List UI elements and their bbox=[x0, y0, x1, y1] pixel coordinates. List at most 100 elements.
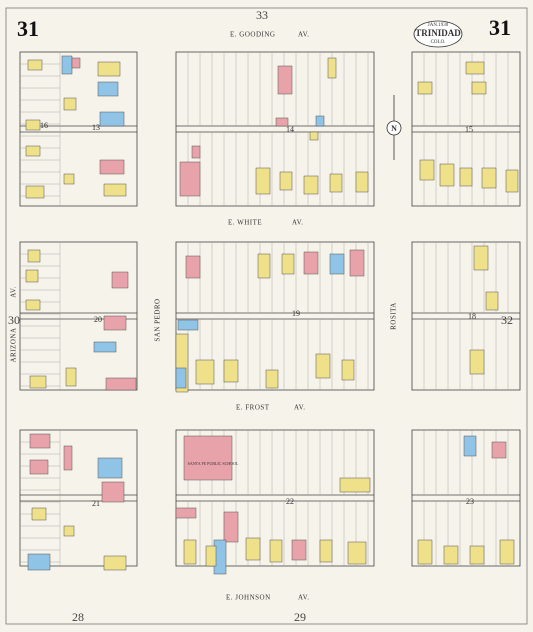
building bbox=[481, 167, 497, 189]
building bbox=[485, 291, 499, 311]
building bbox=[315, 353, 331, 379]
block-outline bbox=[175, 51, 375, 207]
street-name: AV. bbox=[292, 219, 304, 227]
block-outline bbox=[19, 429, 138, 567]
street-name: E. WHITE bbox=[228, 219, 262, 227]
compass: N bbox=[386, 95, 402, 160]
block-outline bbox=[175, 241, 375, 391]
building bbox=[183, 539, 197, 565]
building bbox=[103, 315, 127, 331]
building bbox=[195, 359, 215, 385]
compass-label: N bbox=[391, 124, 397, 133]
block-number: 21 bbox=[92, 499, 100, 508]
building bbox=[71, 57, 81, 69]
adjacent-sheet: 32 bbox=[501, 313, 513, 327]
building bbox=[417, 539, 433, 565]
building bbox=[319, 539, 333, 563]
building bbox=[255, 167, 271, 195]
adjacent-sheet: 28 bbox=[72, 610, 84, 624]
building bbox=[101, 481, 125, 503]
building bbox=[25, 145, 41, 157]
building bbox=[105, 377, 137, 391]
building bbox=[205, 545, 217, 567]
buildings bbox=[25, 55, 519, 575]
building bbox=[179, 161, 201, 197]
building bbox=[63, 173, 75, 185]
sheet-border bbox=[5, 7, 528, 625]
block-number: 15 bbox=[465, 125, 473, 134]
street-name: ARIZONA bbox=[10, 328, 18, 363]
title-cartouche bbox=[413, 20, 463, 48]
building bbox=[27, 249, 41, 263]
building bbox=[63, 97, 77, 111]
adjacent-sheet: 33 bbox=[256, 8, 268, 22]
building bbox=[29, 459, 49, 475]
block-number: 19 bbox=[292, 309, 300, 318]
building bbox=[349, 249, 365, 277]
city: TRINIDAD bbox=[415, 28, 461, 38]
adjacent-sheet: 29 bbox=[294, 610, 306, 624]
building bbox=[465, 61, 485, 75]
building bbox=[269, 539, 283, 563]
state: COLO. bbox=[431, 40, 446, 45]
block-number: 20 bbox=[94, 315, 102, 324]
block-outline bbox=[175, 429, 375, 567]
building bbox=[63, 525, 75, 537]
building bbox=[97, 457, 123, 479]
building bbox=[473, 245, 489, 271]
building bbox=[469, 545, 485, 565]
building bbox=[111, 271, 129, 289]
building bbox=[191, 145, 201, 159]
building bbox=[491, 441, 507, 459]
building bbox=[279, 171, 293, 191]
building bbox=[29, 433, 51, 449]
block-outline bbox=[411, 429, 521, 567]
block-number: 13 bbox=[92, 123, 100, 132]
building bbox=[245, 537, 261, 561]
building bbox=[277, 65, 293, 95]
building bbox=[223, 359, 239, 383]
building bbox=[223, 511, 239, 543]
block-outline bbox=[411, 51, 521, 207]
building bbox=[339, 477, 371, 493]
street-name: ROSITA bbox=[390, 302, 398, 330]
building bbox=[175, 507, 197, 519]
building bbox=[99, 159, 125, 175]
building bbox=[29, 375, 47, 389]
building bbox=[417, 81, 433, 95]
street-name: AV. bbox=[298, 594, 310, 602]
street-name: E. FROST bbox=[236, 404, 270, 412]
building bbox=[309, 131, 319, 141]
building bbox=[103, 555, 127, 571]
building bbox=[439, 163, 455, 187]
block-number: 16 bbox=[40, 121, 48, 130]
building bbox=[463, 435, 477, 457]
building bbox=[257, 253, 271, 279]
block-number: 14 bbox=[286, 125, 294, 134]
building bbox=[469, 349, 485, 375]
block-outline bbox=[19, 51, 138, 207]
building bbox=[419, 159, 435, 181]
sheet-number: 31 bbox=[489, 15, 511, 40]
building bbox=[97, 61, 121, 77]
building bbox=[329, 253, 345, 275]
street-name: E. GOODING bbox=[230, 31, 275, 39]
building bbox=[27, 59, 43, 71]
building bbox=[25, 185, 45, 199]
building bbox=[27, 553, 51, 571]
building bbox=[25, 119, 41, 131]
sheet-number: 31 bbox=[17, 16, 39, 41]
building bbox=[175, 367, 187, 389]
building bbox=[355, 171, 369, 193]
building-label: SANTA FE PUBLIC SCHOOL bbox=[188, 461, 239, 466]
building bbox=[185, 255, 201, 279]
building bbox=[303, 175, 319, 195]
block-number: 23 bbox=[466, 497, 474, 506]
building bbox=[97, 81, 119, 97]
block-outline bbox=[19, 241, 138, 391]
building bbox=[93, 341, 117, 353]
building bbox=[347, 541, 367, 565]
date: JAN.1930 bbox=[428, 23, 449, 28]
